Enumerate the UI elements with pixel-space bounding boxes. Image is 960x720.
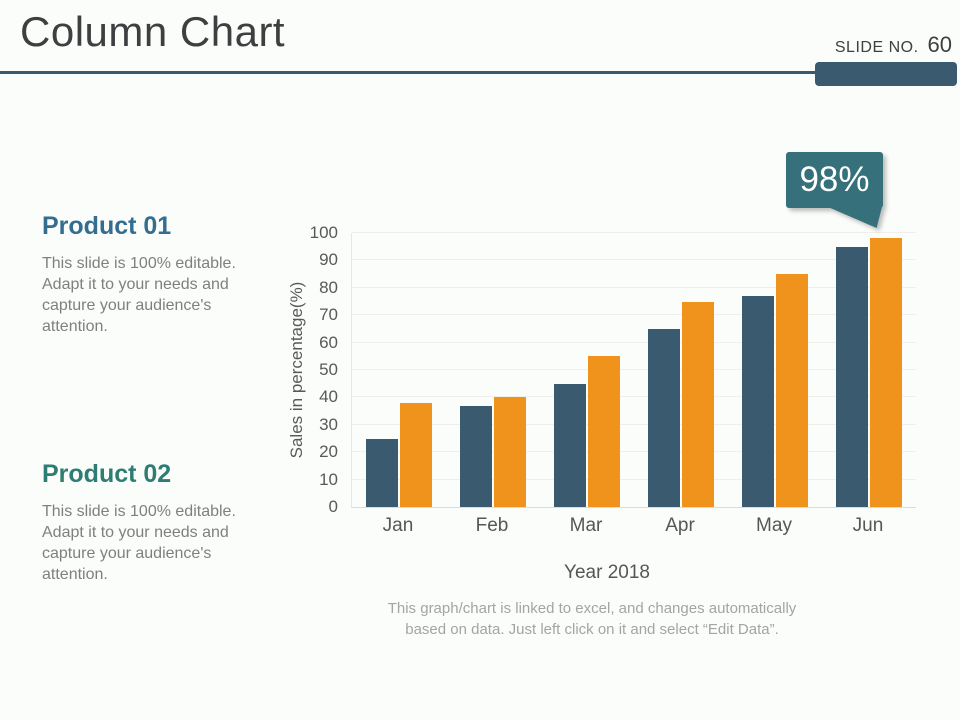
slide-number-value: 60 (927, 32, 952, 57)
footer-note-line-1: This graph/chart is linked to excel, and… (387, 600, 797, 617)
plot-area[interactable] (351, 232, 916, 508)
y-tick-label: 90 (319, 250, 338, 270)
x-tick-label: May (756, 515, 792, 536)
x-tick-label: Jun (852, 515, 884, 536)
product-01-heading: Product 01 (42, 212, 172, 240)
bar[interactable] (776, 274, 808, 507)
product-02-heading: Product 02 (42, 460, 172, 488)
bar[interactable] (400, 402, 432, 507)
y-tick-label: 80 (319, 277, 338, 297)
y-tick-label: 0 (328, 497, 338, 516)
slide-title: Column Chart (20, 8, 286, 55)
y-tick-label: 10 (319, 469, 338, 489)
gridline (352, 451, 916, 453)
gridline (352, 341, 916, 343)
footer-note-line-2: based on data. Just left click on it and… (405, 621, 779, 638)
bar[interactable] (836, 246, 868, 507)
gridline (352, 423, 916, 425)
header-divider-line (0, 71, 836, 74)
x-tick-label: Mar (569, 515, 603, 536)
bar-group-feb (446, 233, 540, 507)
bar-group-apr (634, 233, 728, 507)
gridline (352, 314, 916, 316)
product-01-block: Product 01 This slide is 100% editable. … (42, 212, 257, 337)
callout-tail (828, 207, 882, 228)
gridline (352, 396, 916, 398)
bar-group-mar (540, 233, 634, 507)
slide-number: SLIDE NO. 60 (835, 32, 952, 58)
bar[interactable] (742, 296, 774, 507)
y-tick-label: 100 (309, 223, 338, 242)
gridline (352, 369, 916, 370)
x-axis-title: Year 2018 (564, 562, 650, 583)
x-tick-label: Jan (382, 515, 414, 536)
bar[interactable] (460, 405, 492, 507)
footer-note: This graph/chart is linked to excel, and… (342, 598, 842, 640)
bar[interactable] (554, 383, 586, 507)
y-tick-label: 60 (319, 332, 338, 352)
x-axis-ticks: Jan Feb Mar Apr May Jun (351, 515, 915, 537)
data-callout-98[interactable]: 98% (786, 152, 883, 228)
y-tick-label: 20 (319, 442, 338, 462)
bar-groups (352, 233, 916, 507)
product-01-body: This slide is 100% editable. Adapt it to… (42, 255, 236, 335)
header-accent-bar (815, 62, 957, 86)
gridline (352, 478, 916, 480)
product-02-body: This slide is 100% editable. Adapt it to… (42, 503, 236, 583)
y-axis-ticks: 0 10 20 30 40 50 60 70 80 90 100 (278, 223, 338, 516)
slide-number-label: SLIDE NO. (834, 39, 919, 56)
product-02-block: Product 02 This slide is 100% editable. … (42, 460, 257, 585)
bar-group-jan (352, 233, 446, 507)
gridline (352, 232, 916, 233)
y-tick-label: 50 (319, 360, 338, 379)
y-tick-label: 70 (319, 305, 338, 325)
x-tick-label: Feb (475, 515, 509, 536)
bar-group-jun (822, 233, 916, 507)
x-tick-label: Apr (665, 515, 695, 536)
bar[interactable] (494, 397, 526, 507)
y-tick-label: 40 (319, 387, 338, 407)
bar[interactable] (870, 238, 902, 507)
bar[interactable] (366, 438, 398, 507)
bar[interactable] (648, 328, 680, 507)
callout-bubble: 98% (786, 152, 883, 208)
bar[interactable] (682, 301, 714, 507)
gridline (352, 259, 916, 261)
gridline (352, 286, 916, 288)
y-tick-label: 30 (319, 414, 338, 434)
bar-group-may (728, 233, 822, 507)
bar[interactable] (588, 356, 620, 507)
